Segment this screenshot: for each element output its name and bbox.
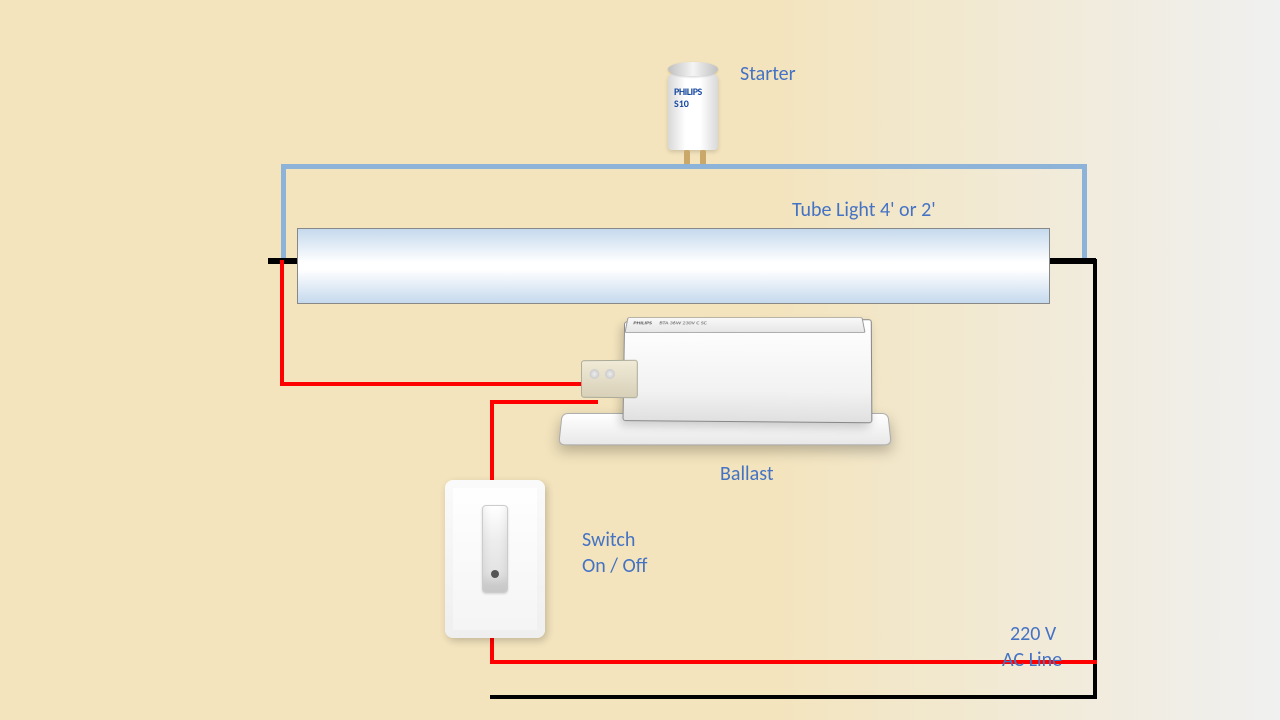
wire-red-ballast-out	[490, 400, 598, 404]
ballast-spec: BTA 36W 230V C SC	[659, 320, 707, 326]
label-ac-line2: AC Line	[1002, 648, 1062, 672]
label-ballast: Ballast	[720, 462, 774, 486]
tube-cap-right	[1048, 258, 1096, 264]
switch-indicator-dot	[491, 570, 499, 578]
tube-cap-left	[268, 258, 300, 264]
ballast-brand: PHILIPS	[633, 320, 653, 326]
starter-cap	[668, 62, 718, 76]
label-ac-line1: 220 V	[1010, 622, 1056, 646]
label-starter: Starter	[740, 62, 796, 86]
wire-black-bottom	[490, 695, 1097, 699]
ballast-body	[623, 319, 873, 423]
wire-blue-top	[281, 164, 1087, 169]
wire-red-to-switch-top	[490, 400, 494, 484]
switch-toggle[interactable]	[482, 505, 508, 593]
starter-body	[668, 72, 718, 150]
wire-black-vertical	[1093, 259, 1097, 699]
label-tube: Tube Light 4' or 2'	[792, 198, 936, 222]
ballast-top-label: PHILIPS BTA 36W 230V C SC	[624, 317, 865, 333]
wire-red-left-down	[280, 260, 284, 386]
wire-red-to-ballast	[280, 382, 600, 386]
label-switch-line1: Switch	[582, 528, 635, 552]
starter-model: S10	[674, 97, 689, 110]
label-switch-line2: On / Off	[582, 554, 647, 578]
ballast-terminal-block	[581, 360, 638, 399]
wire-blue-left-down	[281, 164, 286, 259]
wire-blue-right-down	[1082, 164, 1087, 259]
tube-light	[297, 228, 1050, 304]
